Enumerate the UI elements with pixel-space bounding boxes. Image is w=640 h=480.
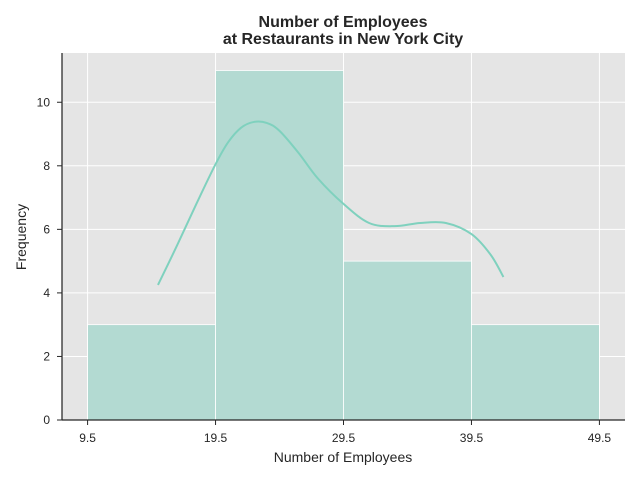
y-tick-label: 4 <box>43 286 50 300</box>
y-tick-label: 8 <box>43 159 50 173</box>
x-tick-label: 19.5 <box>204 431 228 445</box>
histogram-bars <box>87 70 600 421</box>
kde-curve <box>157 120 505 286</box>
chart-title-line-1: Number of Employees <box>259 14 428 31</box>
x-tick-label: 9.5 <box>79 431 96 445</box>
x-axis-label: Number of Employees <box>274 449 413 465</box>
x-tick-label: 39.5 <box>460 431 484 445</box>
y-ticks: 0 2 4 6 8 10 <box>37 95 62 427</box>
y-tick-label: 6 <box>43 222 50 236</box>
histogram-bar <box>343 260 472 421</box>
histogram-bar <box>87 324 216 421</box>
y-tick-label: 2 <box>43 349 50 363</box>
y-tick-label: 10 <box>37 95 51 109</box>
x-tick-label: 29.5 <box>332 431 356 445</box>
histogram-bar <box>215 70 344 421</box>
chart-title-line-2: at Restaurants in New York City <box>223 31 463 48</box>
histogram-bar <box>471 324 600 421</box>
x-ticks: 9.5 19.5 29.5 39.5 49.5 <box>79 420 611 445</box>
y-tick-label: 0 <box>43 413 50 427</box>
x-tick-label: 49.5 <box>588 431 612 445</box>
y-axis-label: Frequency <box>13 204 29 270</box>
